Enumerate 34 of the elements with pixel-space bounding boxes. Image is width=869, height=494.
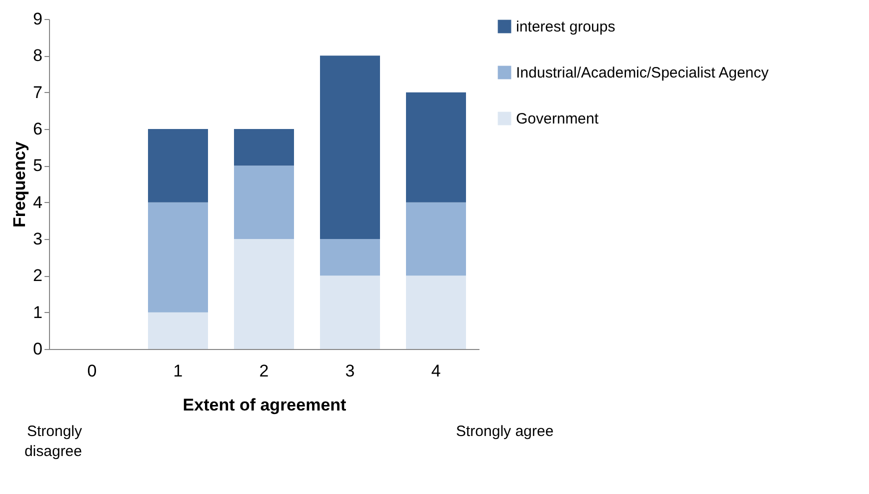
x-tick-label: 0 bbox=[87, 362, 97, 380]
x-axis-title: Extent of agreement bbox=[182, 396, 347, 414]
legend-label: interest groups bbox=[516, 18, 616, 36]
y-tick-label: 2 bbox=[33, 266, 42, 286]
y-tick-label: 0 bbox=[33, 340, 42, 358]
legend-label: Industrial/Academic/Specialist Agency bbox=[516, 64, 770, 82]
bar bbox=[148, 312, 208, 349]
bar bbox=[234, 166, 294, 239]
bar bbox=[234, 239, 294, 349]
y-tick-label: 4 bbox=[33, 192, 42, 212]
text: Strongly agree bbox=[456, 423, 554, 440]
bar bbox=[406, 276, 466, 349]
y-tick-label: 3 bbox=[33, 230, 42, 248]
y-tick-label: 5 bbox=[33, 156, 42, 176]
bar bbox=[148, 202, 208, 312]
x-tick-label: 1 bbox=[173, 362, 183, 380]
legend-label: Government bbox=[516, 110, 600, 128]
y-tick-label: 8 bbox=[33, 46, 42, 66]
y-tick-label: 9 bbox=[33, 10, 42, 28]
y-tick-label: 6 bbox=[33, 120, 42, 138]
bar bbox=[320, 56, 380, 239]
bar bbox=[406, 202, 466, 276]
bar bbox=[320, 239, 380, 276]
x-tick-label: 3 bbox=[345, 362, 355, 380]
y-tick-label: 1 bbox=[33, 302, 42, 322]
bar bbox=[148, 129, 208, 202]
bar bbox=[406, 92, 466, 202]
y-axis-title: Frequency bbox=[10, 140, 30, 228]
y-tick-label: 7 bbox=[33, 82, 42, 102]
text: Strongly disagree bbox=[24, 423, 82, 460]
bar bbox=[234, 129, 294, 166]
x-tick-label: 2 bbox=[259, 362, 269, 380]
bar bbox=[320, 276, 380, 349]
x-tick-label: 4 bbox=[431, 362, 441, 380]
